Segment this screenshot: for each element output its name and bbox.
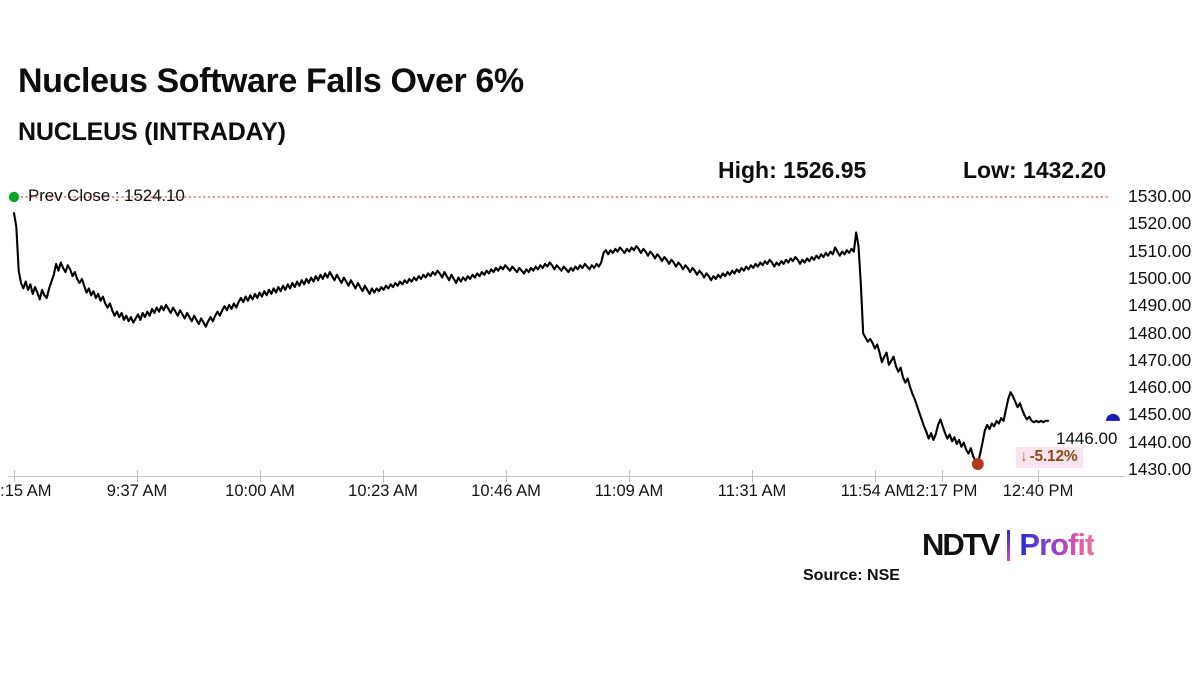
- x-axis-tick-label: 12:17 PM: [906, 482, 978, 500]
- x-axis-tick-label: 12:40 PM: [1002, 482, 1074, 500]
- x-axis-tick-label: 10:00 AM: [225, 482, 295, 500]
- x-axis-tick-mark: [1038, 470, 1039, 482]
- x-axis-tick-mark: [752, 470, 753, 482]
- x-axis-tick-label: 11:31 AM: [717, 482, 787, 500]
- down-arrow-icon: ↓: [1020, 448, 1028, 465]
- price-line-plot: [8, 191, 1120, 470]
- x-axis-tick-mark: [629, 470, 630, 482]
- x-axis-tick-mark: [506, 470, 507, 482]
- y-axis-tick-label: 1470.00: [1128, 349, 1192, 370]
- logo-divider: [1007, 529, 1011, 561]
- x-axis-tick-label: 9:37 AM: [106, 482, 168, 500]
- x-axis-tick-mark: [383, 470, 384, 482]
- x-axis-tick-mark: [875, 470, 876, 482]
- x-axis-tick-mark: [260, 470, 261, 482]
- y-axis-tick-label: 1430.00: [1128, 459, 1192, 479]
- current-price-label: 1446.00: [1056, 429, 1118, 448]
- x-axis-tick-label: 11:54 AM: [840, 482, 910, 500]
- source-label: Source: NSE: [803, 567, 900, 584]
- x-axis: 9:15 AM 9:37 AM 10:00 AM 10:23 AM 10:46 AM 11…: [0, 470, 1135, 506]
- intraday-chart: Prev Close : 1524.10: [0, 176, 1200, 486]
- x-axis-tick-mark: [14, 470, 15, 482]
- x-axis-tick-label: 11:09 AM: [594, 482, 664, 500]
- logo-ndtv-text: NDTV: [922, 527, 1000, 562]
- y-axis-tick-label: 1480.00: [1128, 322, 1192, 343]
- x-axis-tick-mark: [137, 470, 138, 482]
- prev-close-label: Prev Close : 1524.10: [28, 186, 185, 205]
- chart-subtitle: NUCLEUS (INTRADAY): [18, 118, 286, 146]
- page-title: Nucleus Software Falls Over 6%: [18, 62, 524, 100]
- x-axis-baseline: [8, 476, 1126, 477]
- y-axis-tick-label: 1450.00: [1128, 404, 1192, 425]
- y-axis-tick-label: 1520.00: [1128, 213, 1192, 234]
- y-axis: 1530.00 1520.00 1510.00 1500.00 1490.00 1480.…: [1128, 176, 1200, 486]
- stat-high: High: 1526.95: [718, 157, 867, 183]
- ndtv-profit-logo: NDTV Profit: [922, 527, 1095, 562]
- y-axis-tick-label: 1440.00: [1128, 431, 1192, 452]
- open-marker-icon: [8, 191, 20, 203]
- last-price-marker-icon: [1106, 413, 1120, 421]
- price-change-badge: ↓ -5.12%: [1016, 447, 1084, 468]
- x-axis-tick-label: 10:23 AM: [348, 482, 418, 500]
- y-axis-tick-label: 1500.00: [1128, 267, 1192, 288]
- stat-low: Low: 1432.20: [963, 157, 1107, 183]
- day-low-marker-icon: [971, 457, 984, 470]
- x-axis-tick-label: 10:46 AM: [471, 482, 541, 500]
- price-change-label: -5.12%: [1029, 448, 1078, 465]
- x-axis-tick-mark: [942, 470, 943, 482]
- y-axis-tick-label: 1510.00: [1128, 240, 1192, 261]
- logo-profit-text: Profit: [1019, 527, 1095, 562]
- price-line: [12, 212, 1050, 466]
- y-axis-tick-label: 1530.00: [1128, 186, 1192, 206]
- x-axis-tick-label: 9:15 AM: [0, 482, 52, 500]
- y-axis-tick-label: 1490.00: [1128, 295, 1192, 316]
- y-axis-tick-label: 1460.00: [1128, 377, 1192, 398]
